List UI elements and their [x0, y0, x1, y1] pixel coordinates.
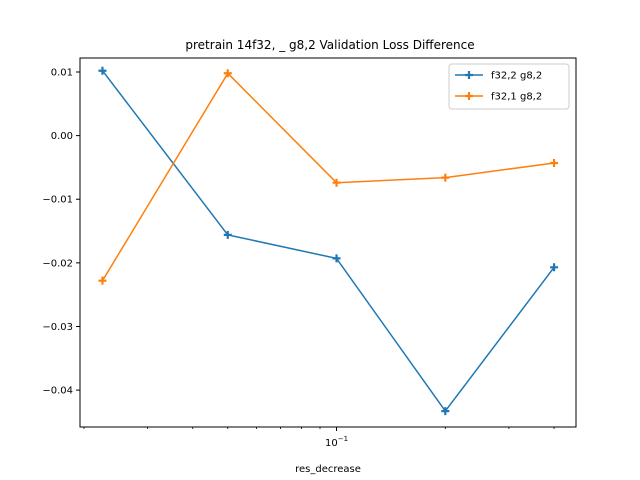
x-axis-label: res_decrease — [295, 464, 361, 475]
y-tick-label: −0.02 — [42, 258, 73, 269]
axes: 0.01 0.00 −0.01 −0.02 −0.03 −0.04 10−1 — [42, 67, 555, 449]
data-point-marker — [332, 178, 341, 187]
data-point-marker — [441, 407, 450, 416]
data-point-marker — [223, 69, 232, 78]
plot-frame — [79, 57, 577, 428]
data-point-marker — [550, 263, 559, 272]
data-point-marker — [332, 254, 341, 263]
data-point-marker — [98, 66, 107, 75]
x-tick-label: 10−1 — [325, 435, 348, 449]
legend-marker-1 — [465, 92, 473, 100]
y-tick-label: −0.01 — [42, 195, 73, 206]
data-point-marker — [441, 173, 450, 182]
chart-title: pretrain 14f32, _ g8,2 Validation Loss D… — [185, 38, 474, 52]
series-line-0 — [101, 70, 555, 412]
data-point-marker — [223, 230, 232, 239]
y-tick-label: −0.04 — [42, 386, 73, 397]
y-tick-label: 0.00 — [51, 131, 73, 142]
legend: f32,2 g8,2 f32,1 g8,2 — [448, 63, 570, 110]
data-point-marker — [98, 276, 107, 285]
y-tick-label: −0.03 — [42, 322, 73, 333]
plot-area — [98, 66, 559, 416]
legend-label-1: f32,1 g8,2 — [491, 92, 542, 103]
data-point-marker — [550, 158, 559, 167]
legend-marker-0 — [465, 71, 473, 79]
y-tick-label: 0.01 — [51, 67, 73, 78]
legend-label-0: f32,2 g8,2 — [491, 71, 542, 82]
